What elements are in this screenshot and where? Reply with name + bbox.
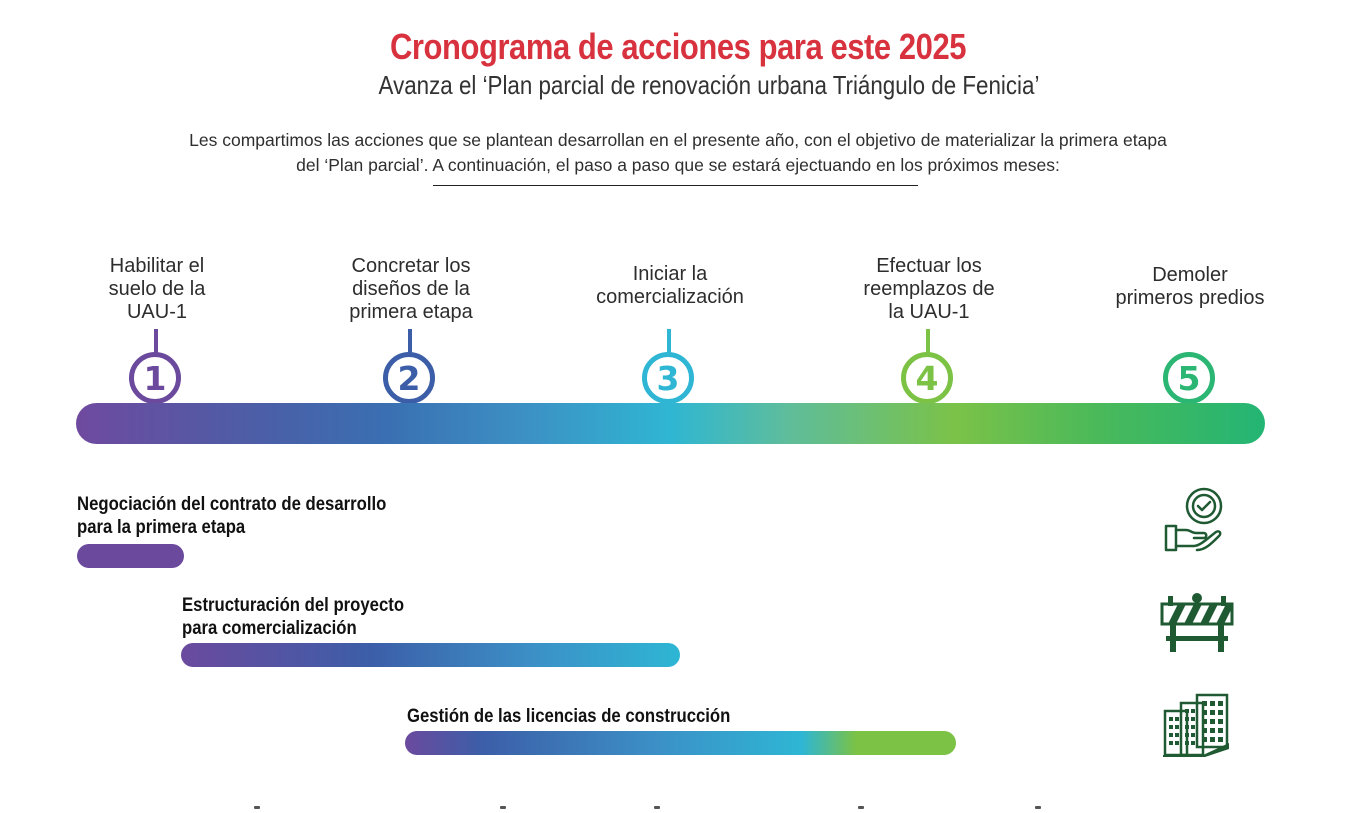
step-3-connector [667, 329, 671, 353]
intro-paragraph: Les compartimos las acciones que se plan… [120, 128, 1236, 178]
step-3-marker: 3 [642, 352, 694, 404]
step-4-connector [926, 329, 930, 353]
step-1-label-line: Habilitar el [109, 255, 205, 277]
step-1-label: Habilitar el suelo de la UAU-1 [57, 255, 257, 324]
step-1-connector [154, 329, 158, 353]
action-3-label: Gestión de las licencias de construcción [407, 705, 730, 728]
step-3-number: 3 [656, 358, 680, 398]
hand-check-icon [1164, 487, 1223, 552]
step-3-label-line: comercialización [596, 286, 744, 308]
step-5-marker: 5 [1163, 352, 1215, 404]
step-1-label-line: suelo de la [108, 278, 206, 300]
step-1-number: 1 [143, 358, 167, 398]
action-2-label: Estructuración del proyecto para comerci… [182, 594, 404, 640]
action-2-label-line: para comercialización [182, 618, 357, 639]
intro-divider [433, 185, 918, 186]
step-1-label-line: UAU-1 [126, 301, 187, 323]
step-4-number: 4 [915, 358, 939, 398]
intro-line-1: Les compartimos las acciones que se plan… [189, 130, 1167, 150]
action-1-label-line: Negociación del contrato de desarrollo [77, 494, 387, 515]
intro-line-2: del ‘Plan parcial’. A continuación, el p… [296, 155, 1060, 175]
step-2-label-line: diseños de la [352, 278, 470, 300]
cropped-text-fragments [250, 806, 1050, 813]
step-5-label-line: primeros predios [1115, 287, 1265, 309]
step-2-marker: 2 [383, 352, 435, 404]
step-4-label: Efectuar los reemplazos de la UAU-1 [829, 255, 1029, 324]
step-3-label-line: Iniciar la [632, 263, 708, 285]
step-5-label-line: Demoler [1152, 264, 1228, 286]
page-subtitle: Avanza el ‘Plan parcial de renovación ur… [378, 70, 1040, 100]
timeline-bar [76, 403, 1265, 444]
step-4-label-line: Efectuar los [876, 255, 982, 277]
action-3-bar [405, 731, 956, 755]
action-3-label-line: Gestión de las licencias de construcción [407, 706, 731, 727]
construction-barrier-icon [1160, 593, 1234, 652]
action-2-label-line: Estructuración del proyecto [182, 595, 405, 616]
buildings-icon [1163, 693, 1229, 757]
step-1-marker: 1 [129, 352, 181, 404]
action-1-label-line: para la primera etapa [77, 517, 246, 538]
step-5-number: 5 [1177, 358, 1201, 398]
step-2-connector [408, 329, 412, 353]
step-2-label: Concretar los diseños de la primera etap… [311, 255, 511, 324]
step-4-marker: 4 [901, 352, 953, 404]
action-2-bar [181, 643, 680, 667]
action-1-bar [77, 544, 184, 568]
step-2-number: 2 [397, 358, 421, 398]
action-1-label: Negociación del contrato de desarrollo p… [77, 493, 386, 539]
step-4-label-line: reemplazos de [863, 278, 995, 300]
step-4-label-line: la UAU-1 [888, 301, 970, 323]
step-5-label: Demoler primeros predios [1090, 264, 1290, 310]
step-3-label: Iniciar la comercialización [570, 263, 770, 309]
page-title: Cronograma de acciones para este 2025 [389, 26, 967, 67]
step-2-label-line: Concretar los [351, 255, 471, 277]
step-2-label-line: primera etapa [349, 301, 473, 323]
